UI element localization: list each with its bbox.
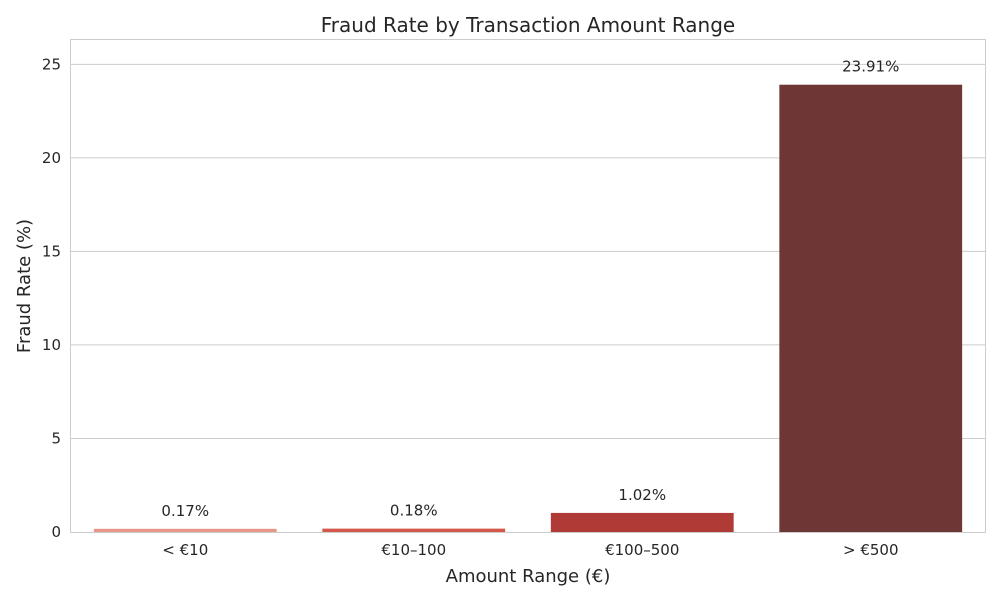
x-tick-label: €10–100 xyxy=(381,541,446,559)
x-tick-labels: < €10 €10–100 €100–500 > €500 xyxy=(162,541,898,559)
data-label: 0.17% xyxy=(161,502,209,520)
y-tick-label: 0 xyxy=(51,523,61,541)
data-label: 0.18% xyxy=(390,502,438,520)
data-label: 23.91% xyxy=(842,58,899,76)
data-label: 1.02% xyxy=(618,486,666,504)
y-tick-label: 25 xyxy=(42,55,61,73)
bar xyxy=(779,84,963,532)
y-tick-labels: 0 5 10 15 20 25 xyxy=(42,55,61,541)
chart-title: Fraud Rate by Transaction Amount Range xyxy=(321,13,735,37)
y-tick-label: 10 xyxy=(42,336,61,354)
x-axis-label: Amount Range (€) xyxy=(446,566,611,587)
bars xyxy=(93,84,963,532)
bar xyxy=(322,528,506,532)
x-tick-label: > €500 xyxy=(843,541,899,559)
y-tick-label: 5 xyxy=(51,429,61,447)
bar xyxy=(93,528,277,532)
y-tick-label: 15 xyxy=(42,242,61,260)
y-tick-label: 20 xyxy=(42,149,61,167)
data-labels: 0.17% 0.18% 1.02% 23.91% xyxy=(161,58,899,520)
x-tick-label: €100–500 xyxy=(605,541,679,559)
bar xyxy=(550,512,734,532)
plot-frame xyxy=(70,39,986,533)
x-tick-label: < €10 xyxy=(162,541,208,559)
y-axis-label: Fraud Rate (%) xyxy=(14,219,35,353)
